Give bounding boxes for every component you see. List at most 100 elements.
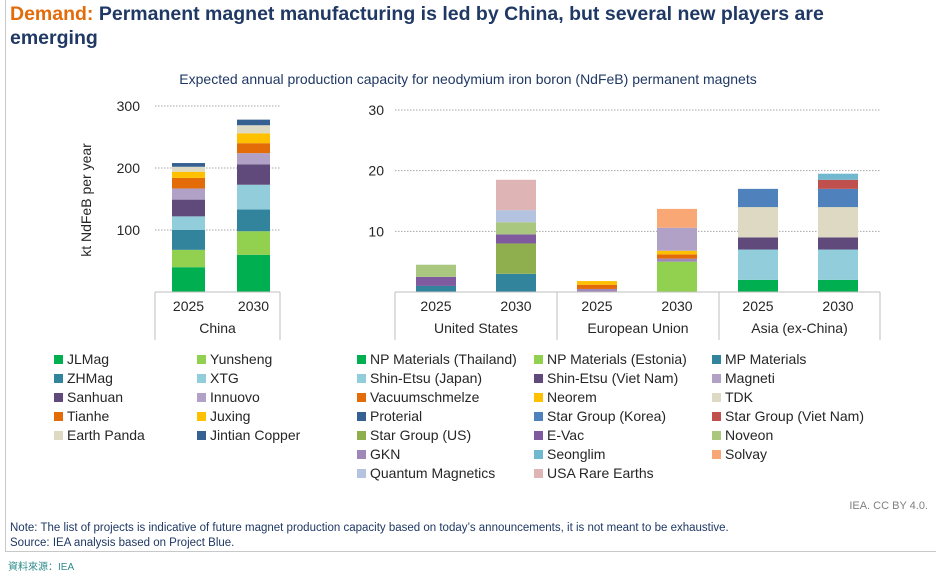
legend-label: MP Materials [725, 351, 807, 367]
legend-swatch [197, 431, 206, 440]
license-credit: IEA. CC BY 4.0. [849, 500, 928, 512]
chart-note: Note: The list of projects is indicative… [10, 521, 729, 551]
x-tick-label: 2030 [500, 298, 531, 314]
legend-swatch [712, 431, 721, 440]
legend-swatch [197, 412, 206, 421]
legend-swatch [712, 412, 721, 421]
bar-segment-xtg-2030 [237, 184, 270, 210]
bar-segment-jintian-copper-2025 [172, 163, 205, 167]
legend-swatch [54, 355, 63, 364]
legend-item-yunsheng: Yunsheng [197, 350, 272, 369]
bar-segment-innuovo-2030 [237, 153, 270, 165]
legend-swatch [54, 393, 63, 402]
bar-segment-yunsheng-2030 [237, 231, 270, 255]
y-tick-label: 10 [368, 223, 384, 239]
bar-segment-sanhuan-2030 [237, 164, 270, 185]
bar-segment-mp-materials-us-2030 [496, 273, 536, 292]
legend-label: Vacuumschmelze [370, 389, 480, 405]
group-label-asia-ex-china: Asia (ex-China) [751, 320, 847, 336]
y-tick-label: 20 [368, 163, 384, 179]
legend-label: GKN [370, 446, 401, 462]
bar-segment-star-group-viet-nam-asia-2030 [818, 179, 858, 189]
legend-label: Shin-Etsu (Viet Nam) [547, 370, 679, 386]
legend-label: Innuovo [210, 389, 260, 405]
legend-swatch [54, 412, 63, 421]
legend-swatch [712, 393, 721, 402]
bar-segment-seonglim-asia-2030 [818, 173, 858, 180]
legend-label: Magneti [725, 370, 775, 386]
y-tick-label: 30 [368, 102, 384, 118]
footer-source: 資料來源：IEA [8, 562, 75, 573]
bar-segment-e-vac-us-2025 [416, 276, 456, 286]
bar-segment-star-group-korea-asia-2030 [818, 188, 858, 208]
legend-item-seonglim: Seonglim [534, 445, 605, 464]
bar-segment-juxing-2030 [237, 133, 270, 144]
chart-title: Expected annual production capacity for … [179, 71, 757, 87]
bar-segment-jlmag-2030 [237, 254, 270, 292]
x-tick-label: 2025 [581, 298, 612, 314]
legend-swatch [534, 431, 543, 440]
legend-label: Star Group (US) [370, 427, 472, 443]
bar-segment-quantum-magnetics-us-2030 [496, 210, 536, 223]
legend-label: Juxing [210, 408, 251, 424]
bar-segment-noveon-us-2030 [496, 222, 536, 235]
bar-segment-jlmag-2025 [172, 267, 205, 292]
bar-segment-usa-rare-earths-us-2030 [496, 179, 536, 211]
legend-item-shin-etsu-viet-nam: Shin-Etsu (Viet Nam) [534, 369, 678, 388]
bar-segment-tdk-asia-2030 [818, 207, 858, 238]
bar-segment-innuovo-2025 [172, 188, 205, 200]
legend-item-vacuumschmelze: Vacuumschmelze [357, 388, 479, 407]
bar-segment-zhmag-2025 [172, 230, 205, 250]
bar-segment-sanhuan-2025 [172, 199, 205, 217]
legend-item-usa-rare-earths: USA Rare Earths [534, 464, 654, 483]
legend-swatch [534, 355, 543, 364]
bar-segment-earth-panda-2025 [172, 166, 205, 172]
bar-segment-star-group-us-us-2030 [496, 243, 536, 274]
title-text: Permanent magnet manufacturing is led by… [10, 3, 824, 49]
legend-item-tianhe: Tianhe [54, 407, 109, 426]
bar-segment-shin-etsu-japan-asia-2030 [818, 249, 858, 280]
legend-item-zhmag: ZHMag [54, 369, 113, 388]
legend-item-earth-panda: Earth Panda [54, 426, 145, 445]
bar-segment-vacuumschmelze-eu-2030 [657, 254, 697, 259]
legend-label: Quantum Magnetics [370, 465, 496, 481]
bar-segment-tianhe-2025 [172, 177, 205, 189]
legend-item-noveon: Noveon [712, 426, 773, 445]
bar-segment-yunsheng-2025 [172, 249, 205, 268]
legend-swatch [357, 431, 366, 440]
bar-segment-tdk-asia-2025 [738, 207, 778, 238]
legend-label: JLMag [67, 351, 110, 367]
legend-item-star-group-viet-nam: Star Group (Viet Nam) [712, 407, 864, 426]
legend-swatch [357, 374, 366, 383]
legend-swatch [54, 431, 63, 440]
y-tick-label: 200 [117, 160, 141, 176]
legend-item-magneti: Magneti [712, 369, 775, 388]
legend-label: NP Materials (Estonia) [547, 351, 687, 367]
group-label-china: China [199, 320, 236, 336]
legend-item-proterial: Proterial [357, 407, 422, 426]
legend-label: Sanhuan [67, 389, 124, 405]
bar-segment-neorem-eu-2030 [657, 250, 697, 255]
legend-item-quantum-magnetics: Quantum Magnetics [357, 464, 495, 483]
x-tick-label: 2025 [173, 298, 204, 314]
legend-label: Star Group (Korea) [547, 408, 667, 424]
legend-item-solvay: Solvay [712, 445, 767, 464]
group-label-united-states: United States [434, 320, 518, 336]
legend-label: Seonglim [547, 446, 606, 462]
legend-label: Noveon [725, 427, 774, 443]
legend-item-tdk: TDK [712, 388, 753, 407]
legend-swatch [534, 412, 543, 421]
legend-item-jintian-copper: Jintian Copper [197, 426, 300, 445]
bar-segment-neorem-eu-2025 [577, 281, 617, 285]
legend-swatch [357, 469, 366, 478]
bar-segment-tianhe-2030 [237, 143, 270, 154]
bar-segment-np-materials-thailand-asia-2025 [738, 279, 778, 292]
y-tick-label: 100 [117, 222, 141, 238]
legend-swatch [54, 374, 63, 383]
x-tick-label: 2025 [420, 298, 451, 314]
bar-segment-jintian-copper-2030 [237, 119, 270, 126]
legend-item-star-group-us: Star Group (US) [357, 426, 471, 445]
legend-swatch [534, 374, 543, 383]
x-tick-label: 2025 [742, 298, 773, 314]
x-tick-label: 2030 [661, 298, 692, 314]
